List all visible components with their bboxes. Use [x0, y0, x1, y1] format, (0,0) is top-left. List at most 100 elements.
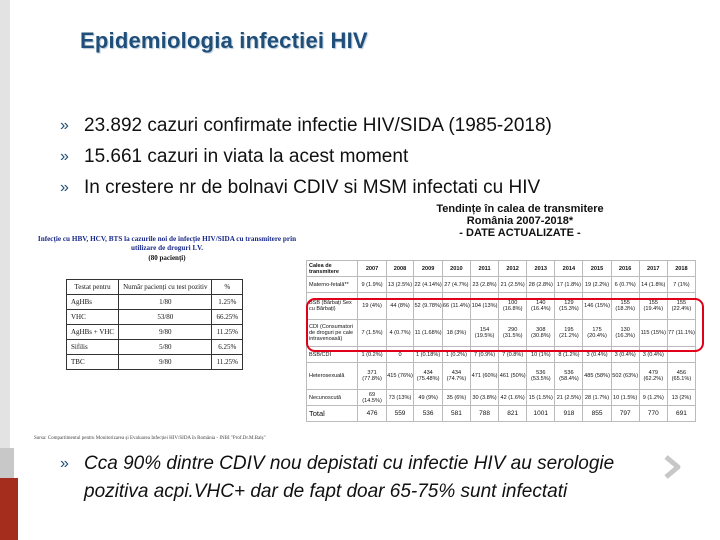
- table-row: AgHBs + VHC 9/80 11.25%: [65, 324, 244, 340]
- row-label-cell: Calea de transmitere: [305, 260, 359, 277]
- table-cell: TBC: [65, 354, 120, 370]
- table-row: Sifilis 5/80 6.25%: [65, 339, 244, 355]
- table-cell: 115 (15%): [638, 319, 668, 347]
- table-cell: AgHBs: [65, 294, 120, 310]
- coinfection-source: Sursa: Compartimentul pentru Monitorizar…: [34, 436, 266, 441]
- table-cell: 42 (1.6%): [498, 389, 528, 406]
- table-cell: 49 (9%): [413, 389, 443, 406]
- table-cell: 2007: [357, 260, 387, 277]
- side-accent-gray: [0, 448, 14, 478]
- bullet-text: In crestere nr de bolnavi CDIV si MSM in…: [84, 177, 541, 198]
- bullet-list: » 23.892 cazuri confirmate infectie HIV/S…: [60, 110, 700, 203]
- table-cell: 797: [610, 405, 640, 422]
- coinfection-table-image: Infecție cu HBV, HCV, BTS la cazurile no…: [32, 233, 302, 443]
- next-slide-arrow-icon[interactable]: [662, 454, 686, 480]
- table-cell: 15 (1.5%): [526, 389, 556, 406]
- table-cell: 461 (50%): [498, 362, 528, 390]
- table-cell: 2014: [554, 260, 584, 277]
- table-header-row: Calea de transmitere 2007 2008 2009 2010 2011…: [305, 260, 697, 277]
- table-cell: 44 (8%): [385, 292, 415, 320]
- table-cell: 2010: [441, 260, 471, 277]
- bottom-bullet-line: pozitiva acpi.VHC+ dar de fapt doar 65-7…: [84, 481, 568, 502]
- table-row: Necunoscută 69 (14.5%) 73 (13%) 49 (9%) 35 (…: [305, 389, 697, 406]
- table-header-cell: Testat pentru: [65, 279, 120, 295]
- table-cell: 19 (4%): [357, 292, 387, 320]
- table-cell: 434 (75.48%): [413, 362, 443, 390]
- table-cell: 2009: [413, 260, 443, 277]
- table-cell: 100 (16.8%): [498, 292, 528, 320]
- bullet-mark: »: [60, 179, 69, 196]
- table-cell: 22 (4.14%): [413, 276, 443, 293]
- table-cell: 415 (76%): [385, 362, 415, 390]
- bullet-mark: »: [60, 455, 69, 472]
- table-row: VHC 53/80 66.25%: [65, 309, 244, 325]
- table-cell: 30 (3.8%): [469, 389, 500, 406]
- table-cell: 2018: [666, 260, 697, 277]
- table-cell: 788: [469, 405, 500, 422]
- table-cell: 154 (19.5%): [469, 319, 500, 347]
- table-cell: 1001: [526, 405, 556, 422]
- table-cell: 6 (0.7%): [610, 276, 640, 293]
- bullet-item: » In crestere nr de bolnavi CDIV si MSM i…: [60, 172, 700, 203]
- table-row: Heterosexuală 371 (77.8%) 415 (76%) 434 (75…: [305, 362, 697, 390]
- slide-title: Epidemiologia infectiei HIV: [80, 28, 368, 53]
- slide-side-accent: [0, 0, 18, 540]
- bullet-mark: »: [60, 117, 69, 134]
- table-cell: 7 (1.5%): [357, 319, 387, 347]
- table-cell: 2015: [582, 260, 612, 277]
- bullet-text: 15.661 cazuri in viata la acest moment: [84, 146, 409, 167]
- table-cell: 2017: [638, 260, 668, 277]
- table-cell: 2008: [385, 260, 415, 277]
- transmission-title-line: - DATE ACTUALIZATE -: [459, 227, 581, 239]
- table-row: TBC 9/80 11.25%: [65, 354, 244, 370]
- bullet-mark: »: [60, 148, 69, 165]
- table-cell: 476: [357, 405, 387, 422]
- table-cell: 2011: [469, 260, 500, 277]
- bullet-item: » 23.892 cazuri confirmate infectie HIV/S…: [60, 110, 700, 141]
- table-row: Materno-fetală** 9 (1.9%) 13 (2.5%) 22 (4.1…: [305, 276, 697, 293]
- table-cell: 821: [498, 405, 528, 422]
- coinfection-subheading: (80 pacienți): [148, 254, 186, 262]
- table-header-row: Testat pentru Număr pacienți cu test poz…: [65, 279, 244, 295]
- side-accent-red: [0, 478, 18, 540]
- table-cell: 146 (15%): [582, 292, 612, 320]
- table-cell: VHC: [65, 309, 120, 325]
- table-cell: 73 (13%): [385, 389, 415, 406]
- table-cell: 6.25%: [211, 339, 244, 355]
- row-label-cell: Materno-fetală**: [305, 276, 359, 293]
- table-cell: 11 (1.68%): [413, 319, 443, 347]
- coinfection-table: Testat pentru Număr pacienți cu test poz…: [65, 279, 244, 370]
- table-cell: 17 (1.8%): [554, 276, 584, 293]
- transmission-title-line: Tendințe în calea de transmitere: [436, 203, 604, 215]
- bottom-bullet-line: Cca 90% dintre CDIV nou depistati cu inf…: [84, 453, 615, 474]
- table-cell: 371 (77.8%): [357, 362, 387, 390]
- table-cell: 536 (53.5%): [526, 362, 556, 390]
- table-cell: 471 (60%): [469, 362, 500, 390]
- table-cell: 11.25%: [211, 324, 244, 340]
- table-cell: 485 (58%): [582, 362, 612, 390]
- table-row: AgHBs 1/80 1.25%: [65, 294, 244, 310]
- table-cell: 77 (11.1%): [666, 319, 697, 347]
- highlight-box: [306, 298, 704, 352]
- row-label-cell: Total: [305, 405, 359, 422]
- table-cell: 536 (58.4%): [554, 362, 584, 390]
- table-cell: 918: [554, 405, 584, 422]
- transmission-title-line: România 2007-2018*: [466, 215, 574, 227]
- table-cell: 5/80: [118, 339, 213, 355]
- table-cell: 9 (1.2%): [638, 389, 668, 406]
- row-label-cell: Necunoscută: [305, 389, 359, 406]
- table-cell: 69 (14.5%): [357, 389, 387, 406]
- table-cell: 11.25%: [211, 354, 244, 370]
- table-header-cell: %: [211, 279, 244, 295]
- table-cell: 21 (2.5%): [554, 389, 584, 406]
- table-cell: 559: [385, 405, 415, 422]
- table-cell: 479 (62.2%): [638, 362, 668, 390]
- table-cell: AgHBs + VHC: [65, 324, 120, 340]
- table-cell: 691: [666, 405, 697, 422]
- table-cell: 27 (4.7%): [441, 276, 471, 293]
- table-cell: 2012: [498, 260, 528, 277]
- bottom-bullet: » Cca 90% dintre CDIV nou depistati cu i…: [60, 450, 720, 506]
- table-cell: 10 (1.5%): [610, 389, 640, 406]
- table-cell: 13 (2%): [666, 389, 697, 406]
- table-cell: 536: [413, 405, 443, 422]
